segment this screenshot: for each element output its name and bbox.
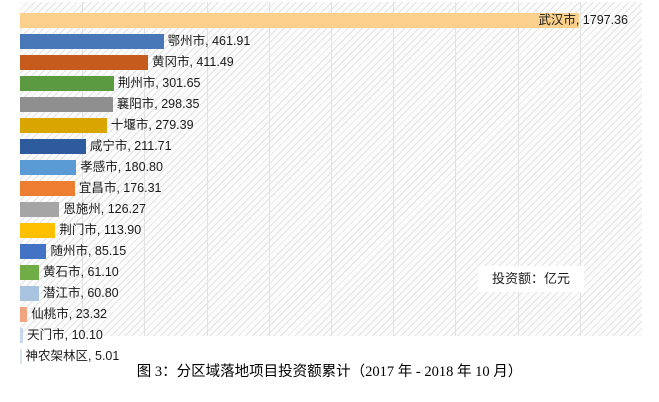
bar-data-label: 武汉市, 1797.36	[538, 13, 628, 28]
bar-data-label: 天门市, 10.10	[27, 328, 103, 343]
bar-荆门市	[20, 223, 56, 238]
bar-神农架林区	[20, 349, 22, 364]
bar-data-label: 随州市, 85.15	[50, 244, 127, 259]
bar-row: 潜江市, 60.80	[20, 283, 642, 304]
bar-黄石市	[20, 265, 39, 280]
bar-row: 神农架林区, 5.01	[20, 346, 642, 367]
bar-row: 荆门市, 113.90	[20, 220, 642, 241]
chart-bars: 武汉市, 1797.36 鄂州市, 461.91 黄冈市, 411.49 荆州市, 3…	[20, 2, 642, 364]
bar-潜江市	[20, 286, 39, 301]
bar-row: 黄石市, 61.10	[20, 262, 642, 283]
bar-row: 十堰市, 279.39	[20, 115, 642, 136]
bar-data-label: 咸宁市, 211.71	[89, 139, 172, 154]
bar-row: 襄阳市, 298.35	[20, 94, 642, 115]
bar-row: 仙桃市, 23.32	[20, 304, 642, 325]
bar-row: 孝感市, 180.80	[20, 157, 642, 178]
bar-row: 天门市, 10.10	[20, 325, 642, 346]
bar-data-label: 襄阳市, 298.35	[116, 97, 200, 112]
bar-宜昌市	[20, 181, 75, 196]
bar-data-label: 神农架林区, 5.01	[25, 349, 120, 364]
bar-data-label: 潜江市, 60.80	[42, 286, 119, 301]
bar-data-label: 孝感市, 180.80	[80, 160, 163, 175]
bar-黄冈市	[20, 55, 148, 70]
bar-row: 宜昌市, 176.31	[20, 178, 642, 199]
bar-data-label: 鄂州市, 461.91	[167, 34, 251, 49]
bar-data-label: 恩施州, 126.27	[63, 202, 146, 217]
bar-荆州市	[20, 76, 114, 91]
bar-row: 黄冈市, 411.49	[20, 52, 642, 73]
bar-武汉市	[20, 13, 579, 28]
bar-data-label: 荆门市, 113.90	[59, 223, 142, 238]
bar-data-label: 宜昌市, 176.31	[78, 181, 162, 196]
bar-row: 武汉市, 1797.36	[20, 10, 642, 31]
bar-恩施州	[20, 202, 60, 217]
bar-data-label: 仙桃市, 23.32	[31, 307, 107, 322]
bar-data-label: 黄冈市, 411.49	[151, 55, 234, 70]
bar-天门市	[20, 328, 24, 343]
bar-row: 鄂州市, 461.91	[20, 31, 642, 52]
bar-data-label: 十堰市, 279.39	[110, 118, 194, 133]
figure-caption: 图 3：分区域落地项目投资额累计（2017 年 - 2018 年 10 月）	[136, 364, 523, 380]
bar-row: 咸宁市, 211.71	[20, 136, 642, 157]
bar-仙桃市	[20, 307, 28, 322]
bar-随州市	[20, 244, 47, 259]
bar-襄阳市	[20, 97, 113, 112]
bar-row: 随州市, 85.15	[20, 241, 642, 262]
bar-十堰市	[20, 118, 107, 133]
bar-鄂州市	[20, 34, 164, 49]
bar-孝感市	[20, 160, 77, 175]
bar-row: 荆州市, 301.65	[20, 73, 642, 94]
bar-row: 恩施州, 126.27	[20, 199, 642, 220]
bar-咸宁市	[20, 139, 86, 154]
bar-data-label: 黄石市, 61.10	[43, 265, 119, 280]
chart-legend: 投资额：亿元	[478, 266, 585, 292]
bar-data-label: 荆州市, 301.65	[117, 76, 201, 91]
